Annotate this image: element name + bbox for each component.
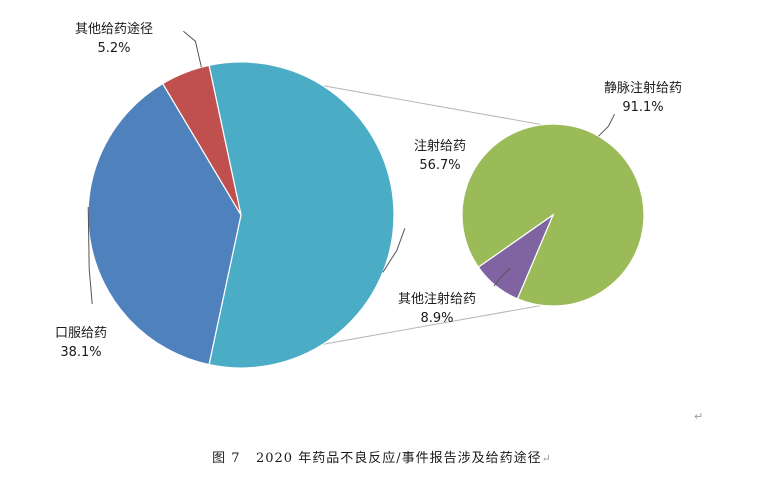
leader-sub-1 xyxy=(493,267,511,287)
main-pie-slice-1 xyxy=(87,82,242,366)
label-main-2: 其他给药途径 5.2% xyxy=(75,21,153,56)
main-pie-slice-2 xyxy=(161,64,242,216)
caption-text: 2020 年药品不良反应/事件报告涉及给药途径 xyxy=(255,451,542,466)
figure-caption: 图 7 2020 年药品不良反应/事件报告涉及给药途径↵ xyxy=(0,447,764,466)
leader-main-0 xyxy=(382,228,406,273)
label-main-0: 注射给药 56.7% xyxy=(414,138,466,173)
label-sub-0: 静脉注射给药 91.1% xyxy=(604,80,682,115)
leader-main-2 xyxy=(183,30,202,68)
leader-main-1 xyxy=(87,206,93,305)
secondary-pie-slice-1 xyxy=(477,213,555,300)
caption-prefix: 图 7 xyxy=(212,451,241,466)
secondary-pie xyxy=(461,123,645,307)
label-main-1: 口服给药 38.1% xyxy=(55,326,107,360)
main-pie-slice-0 xyxy=(208,61,395,369)
leader-sub-0 xyxy=(598,113,615,137)
main-pie xyxy=(87,61,395,369)
return-mark: ↵ xyxy=(694,410,704,423)
caption-return-mark: ↵ xyxy=(541,452,552,465)
leader-lines xyxy=(87,30,615,305)
label-sub-1: 其他注射给药 8.9% xyxy=(398,291,476,326)
data-labels: 注射给药 56.7% 口服给药 38.1% 其他给药途径 5.2% 静脉注射给药 91.1% 其… xyxy=(55,21,682,360)
